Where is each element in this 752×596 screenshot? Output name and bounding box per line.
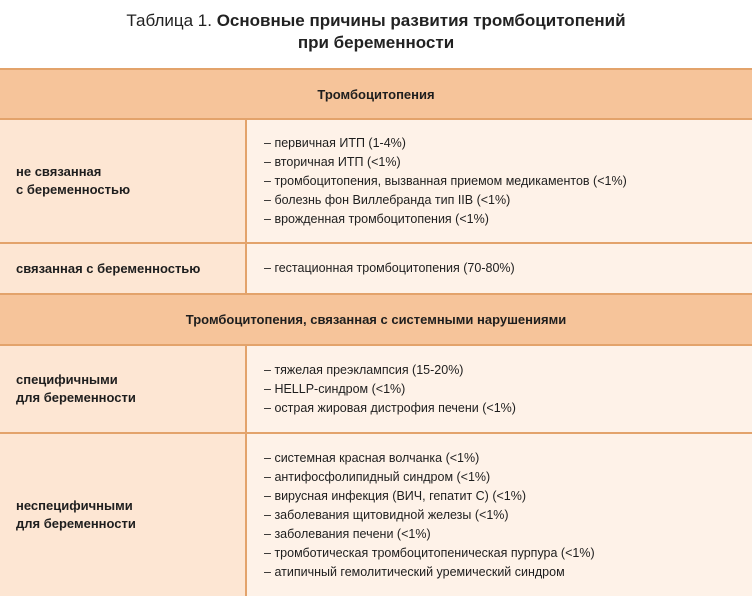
section-heading-thrombocytopenia: Тромбоцитопения xyxy=(0,70,752,120)
list-item: атипичный гемолитический уремический син… xyxy=(264,563,595,582)
list-item: первичная ИТП (1-4%) xyxy=(264,134,627,153)
list-item: тромботическая тромбоцитопеническая пурп… xyxy=(264,544,594,563)
list-item: заболевания печени (<1%) xyxy=(264,525,595,544)
row-items: гестационная тромбоцитопения (70-80%) xyxy=(247,244,752,293)
row-label-line: специфичными xyxy=(16,372,118,387)
list-item: врожденная тромбоцитопения (<1%) xyxy=(264,210,627,229)
section-heading-systemic: Тромбоцитопения, связанная с системными … xyxy=(0,295,752,346)
row-label: не связанная с беременностью xyxy=(0,120,247,242)
row-items: тяжелая преэклампсия (15-20%) HELLP-синд… xyxy=(247,346,752,432)
list-item: вирусная инфекция (ВИЧ, гепатит С) (<1%) xyxy=(264,487,595,506)
row-label-line: связанная с беременностью xyxy=(16,260,201,276)
list-item: острая жировая дистрофия печени (<1%) xyxy=(264,399,516,418)
table-row-nonspecific: неспецифичными для беременности системна… xyxy=(0,434,752,596)
top-rule xyxy=(0,68,752,70)
table-row-pregnancy-specific: специфичными для беременности тяжелая пр… xyxy=(0,346,752,434)
row-label-line: не связанная xyxy=(16,164,102,179)
list-item: антифосфолипидный синдром (<1%) xyxy=(264,468,595,487)
list-item: заболевания щитовидной железы (<1%) xyxy=(264,506,595,525)
list-item: вторичная ИТП (<1%) xyxy=(264,153,627,172)
list-item: гестационная тромбоцитопения (70-80%) xyxy=(264,259,514,278)
row-label-line: неспецифичными xyxy=(16,498,133,513)
row-label-line: для беременности xyxy=(16,390,136,405)
row-label: неспецифичными для беременности xyxy=(0,434,247,596)
row-label: специфичными для беременности xyxy=(0,346,247,432)
list-item: болезнь фон Виллебранда тип IIB (<1%) xyxy=(264,191,627,210)
row-items: первичная ИТП (1-4%) вторичная ИТП (<1%)… xyxy=(247,120,752,242)
caption-title-line2: при беременности xyxy=(297,33,455,52)
list-item: системная красная волчанка (<1%) xyxy=(264,449,595,468)
table-row-pregnancy-related: связанная с беременностью гестационная т… xyxy=(0,244,752,295)
caption-title-line1: Основные причины развития тромбоцитопени… xyxy=(216,11,626,30)
caption-label: Таблица 1. xyxy=(126,11,212,30)
row-items: системная красная волчанка (<1%) антифос… xyxy=(247,434,752,596)
table-row-not-pregnancy-related: не связанная с беременностью первичная И… xyxy=(0,120,752,244)
list-item: HELLP-синдром (<1%) xyxy=(264,380,516,399)
row-label-line: с беременностью xyxy=(16,182,131,197)
row-label-line: для беременности xyxy=(16,516,136,531)
list-item: тяжелая преэклампсия (15-20%) xyxy=(264,361,516,380)
list-item: тромбоцитопения, вызванная приемом медик… xyxy=(264,172,626,191)
row-label: связанная с беременностью xyxy=(0,244,247,293)
table-caption: Таблица 1. Основные причины развития тро… xyxy=(0,0,752,68)
